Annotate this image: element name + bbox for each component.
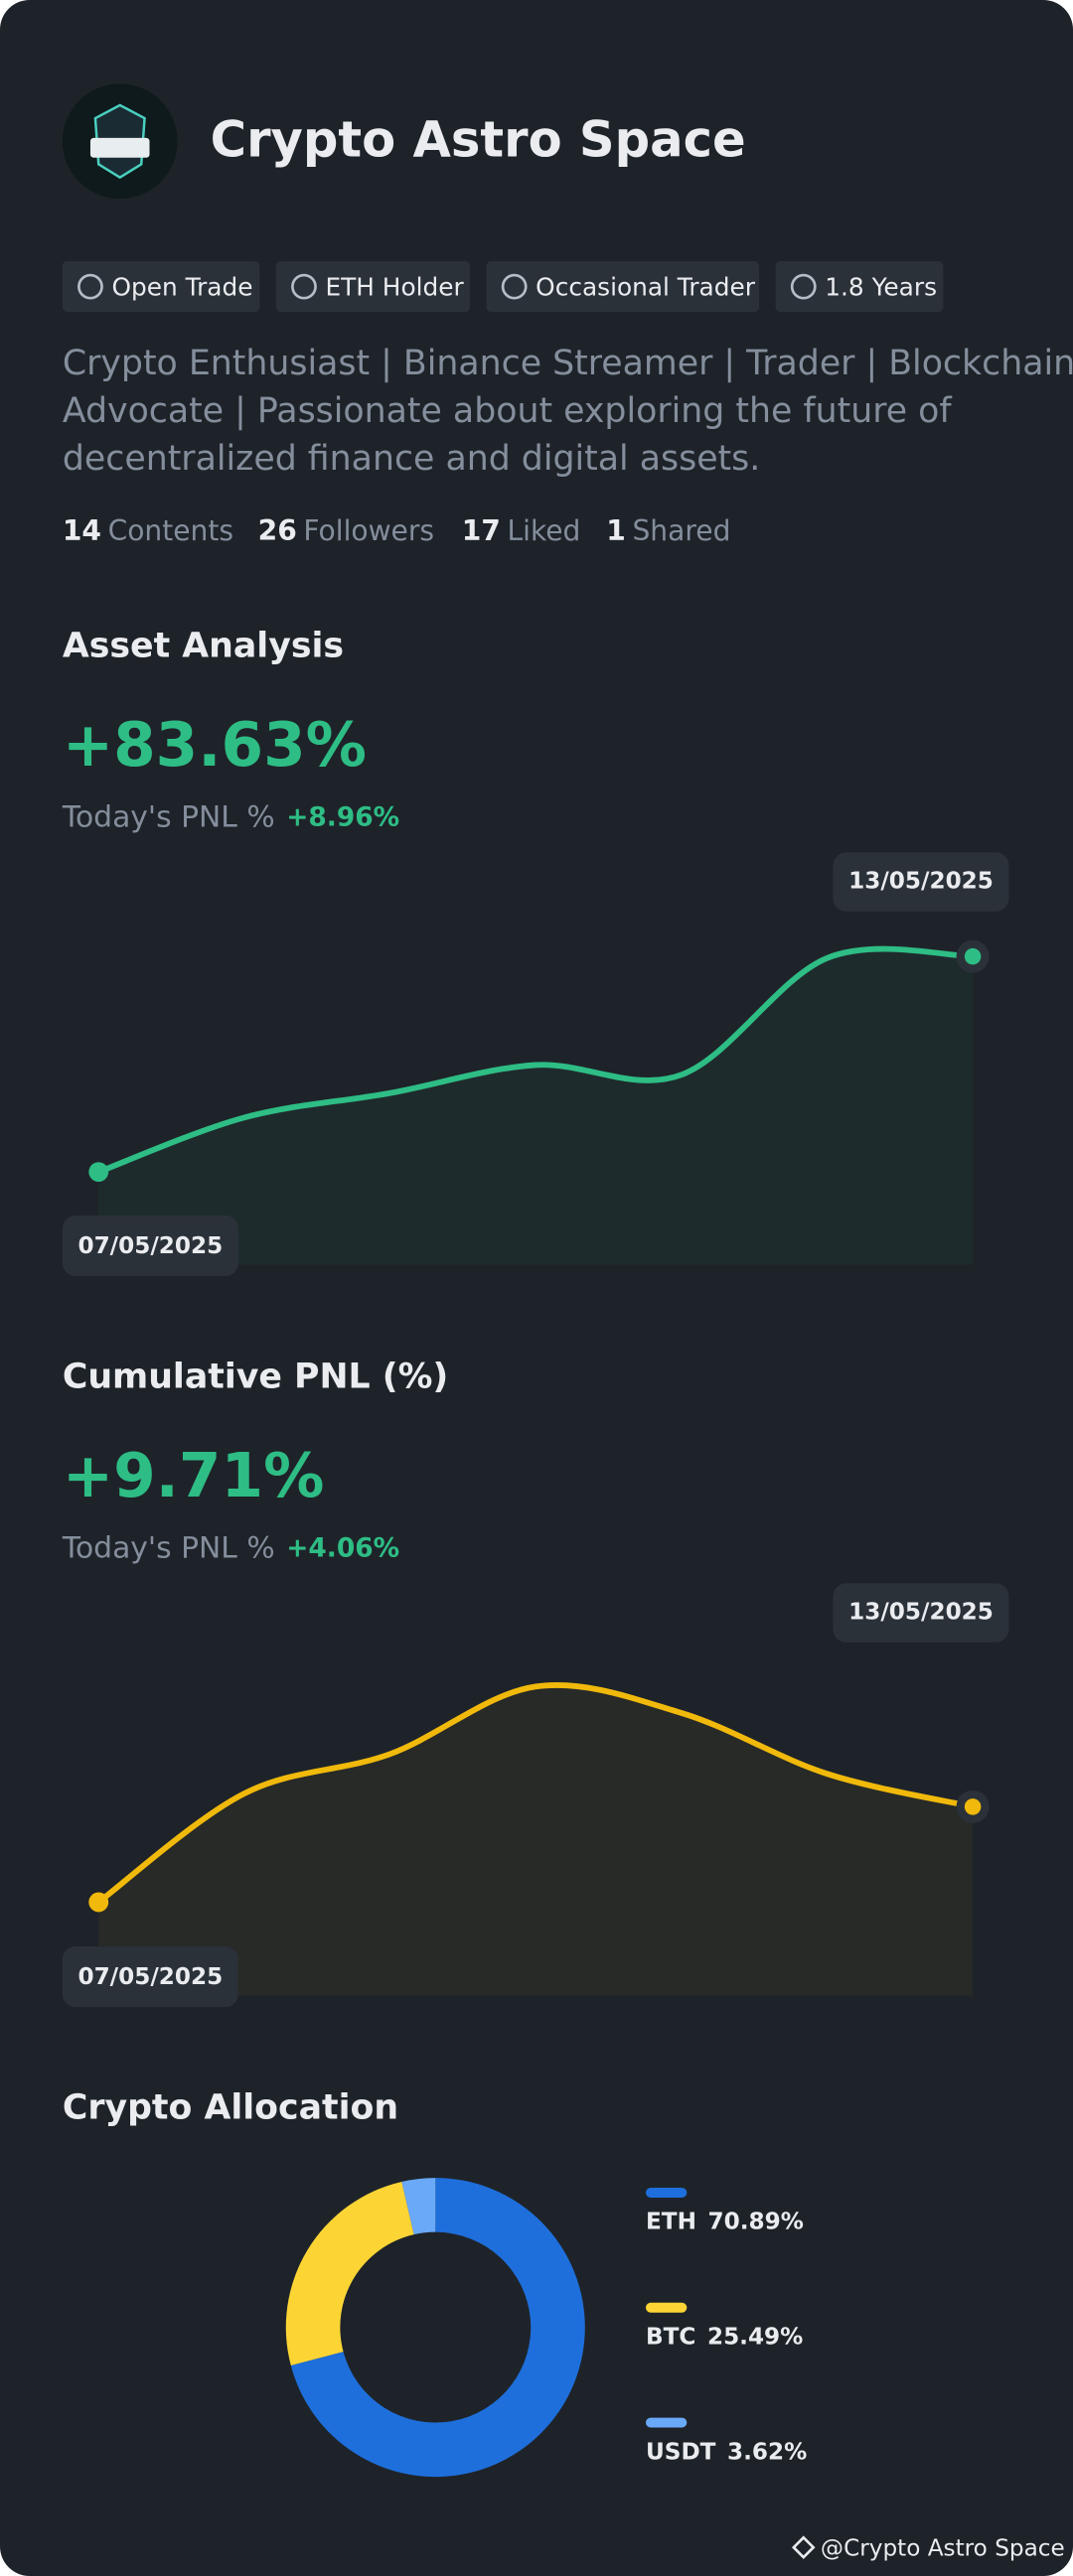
legend-name: ETH (646, 2209, 696, 2234)
tag-label: Open Trade (111, 272, 252, 301)
bio: Crypto Enthusiast | Binance Streamer | T… (63, 344, 1073, 479)
tag-label: 1.8 Years (825, 272, 937, 301)
bio-line: Advocate | Passionate about exploring th… (63, 391, 953, 431)
tag-background (486, 260, 760, 313)
watermark: @Crypto Astro Space (821, 2535, 1065, 2561)
date-label: 13/05/2025 (848, 1600, 994, 1626)
avatar-banner (89, 137, 150, 158)
line-area (98, 1684, 974, 1996)
pnl-value: +8.96% (286, 801, 399, 832)
donut-slice (285, 2181, 414, 2366)
legend-entry: BTC 25.49% (646, 2324, 803, 2350)
stat: 1 Shared (606, 514, 730, 547)
stat-count: 26 (258, 514, 297, 547)
stat-count: 1 (606, 514, 626, 547)
pnl-value: +4.06% (286, 1532, 399, 1563)
date-badge (833, 1583, 1009, 1643)
tag-icon (790, 273, 817, 300)
tag-label: ETH Holder (325, 272, 464, 301)
line (95, 945, 977, 1176)
tag-icon (77, 273, 103, 300)
pnl: Today's PNL % +8.96% (62, 799, 399, 834)
charts: Asset Analysis +83.63% Today's PNL % +8.96%… (62, 627, 1009, 2478)
start-marker (88, 1162, 109, 1183)
date-label: 13/05/2025 (848, 869, 994, 895)
stat: 26 Followers (258, 514, 434, 547)
legend-swatch (645, 2188, 688, 2198)
legend-entry: ETH 70.89% (646, 2209, 804, 2234)
line-area (98, 948, 974, 1265)
legend-value: 70.89% (708, 2209, 804, 2234)
legend-value: 3.62% (727, 2439, 807, 2465)
pnl-label: Today's PNL % (62, 1530, 275, 1565)
date-badge (833, 852, 1009, 912)
stat-label: Contents (108, 514, 233, 547)
end-marker (964, 1798, 982, 1815)
stat: 14 Contents (63, 514, 233, 547)
profile-name: Crypto Astro Space (211, 110, 746, 168)
pnl: Today's PNL % +4.06% (62, 1530, 399, 1565)
pnl-label: Today's PNL % (62, 799, 275, 834)
bio-line: decentralized finance and digital assets… (63, 439, 760, 479)
stat-count: 14 (63, 514, 101, 547)
stat-label: Followers (303, 514, 434, 547)
watermark-logo (791, 2535, 816, 2560)
legend-name: USDT (646, 2439, 716, 2465)
tag-background (275, 260, 471, 313)
bio-line: Crypto Enthusiast | Binance Streamer | T… (63, 344, 1073, 383)
tag-label: Occasional Trader (536, 272, 756, 301)
tag-icon (501, 273, 528, 300)
date-label: 07/05/2025 (77, 1964, 223, 1990)
legend-swatch (645, 2302, 688, 2313)
headline-value: +9.71% (63, 1441, 325, 1511)
section-title: Cumulative PNL (%) (63, 1358, 448, 1397)
avatar (62, 83, 178, 200)
date-badge (62, 1215, 238, 1277)
end-marker (964, 947, 982, 965)
legend-value: 25.49% (707, 2324, 803, 2350)
donut-slice (290, 2178, 585, 2478)
tag-icon (291, 273, 317, 300)
donut-slice (401, 2178, 436, 2235)
date-badge (62, 1945, 238, 2008)
stat-count: 17 (462, 514, 501, 547)
stats: 14 Contents 26 Followers 17 Liked 1 Shared (63, 514, 731, 547)
tag-background (775, 260, 944, 313)
headline-value: +83.63% (63, 710, 367, 781)
tags: Open Trade ETH Holder Occasional Trader 1.8… (62, 260, 944, 313)
legend-swatch (645, 2417, 688, 2428)
section-title: Crypto Allocation (63, 2088, 398, 2128)
stat-label: Liked (507, 514, 580, 547)
legend-name: BTC (646, 2324, 695, 2350)
stat-label: Shared (632, 514, 730, 547)
date-label: 07/05/2025 (77, 1233, 223, 1259)
section-title: Asset Analysis (63, 627, 344, 666)
start-marker (88, 1892, 109, 1913)
legend-entry: USDT 3.62% (646, 2439, 807, 2465)
tag-background (62, 260, 260, 313)
stat: 17 Liked (462, 514, 581, 547)
line (95, 1682, 977, 1906)
